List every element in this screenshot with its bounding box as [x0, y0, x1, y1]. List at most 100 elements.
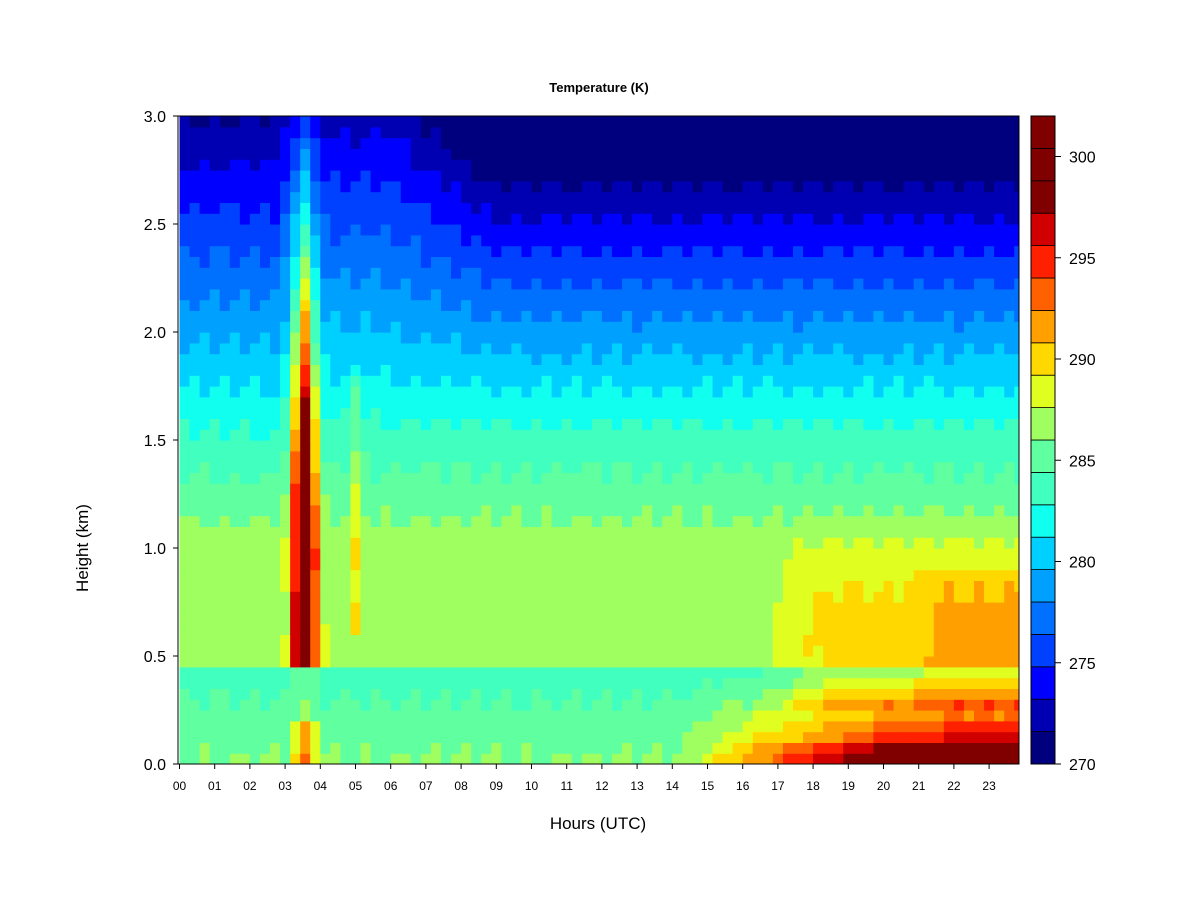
heatmap-cell [581, 699, 593, 711]
heatmap-cell [430, 245, 442, 257]
heatmap-cell [833, 126, 844, 139]
heatmap-cell [239, 299, 251, 311]
heatmap-cell [632, 504, 643, 517]
heatmap-cell [360, 753, 372, 764]
heatmap-cell [611, 278, 623, 290]
heatmap-cell [501, 666, 512, 679]
heatmap-cell [300, 656, 311, 668]
heatmap-cell [632, 234, 643, 247]
heatmap-cell [833, 180, 844, 193]
heatmap-cell [913, 180, 925, 193]
heatmap-cell [742, 720, 754, 733]
heatmap-cell [199, 569, 211, 581]
heatmap-cell [1014, 623, 1019, 635]
heatmap-cell [270, 418, 281, 430]
heatmap-cell [803, 634, 814, 646]
heatmap-cell [913, 591, 925, 603]
heatmap-cell [390, 148, 402, 160]
heatmap-cell [551, 170, 563, 182]
heatmap-cell [913, 148, 925, 160]
heatmap-cell [632, 450, 643, 463]
heatmap-cell [873, 375, 885, 387]
heatmap-cell [360, 288, 372, 301]
heatmap-cell [923, 623, 935, 635]
heatmap-cell [571, 742, 583, 754]
heatmap-cell [903, 558, 915, 571]
heatmap-cell [974, 353, 985, 365]
heatmap-cell [380, 688, 392, 700]
heatmap-cell [823, 148, 834, 160]
heatmap-cell [752, 396, 764, 409]
heatmap-cell [340, 256, 352, 268]
heatmap-cell [380, 591, 392, 603]
heatmap-cell [561, 267, 573, 279]
heatmap-cell [390, 645, 402, 657]
heatmap-cell [521, 332, 533, 344]
heatmap-cell [642, 666, 653, 679]
heatmap-cell [984, 407, 995, 419]
heatmap-cell [571, 267, 583, 279]
heatmap-cell [611, 569, 623, 581]
heatmap-cell [622, 407, 633, 419]
heatmap-cell [310, 602, 321, 614]
heatmap-cell [974, 288, 985, 301]
heatmap-cell [390, 731, 402, 743]
heatmap-cell [652, 191, 663, 203]
heatmap-cell [531, 180, 543, 193]
heatmap-cell [300, 731, 311, 743]
heatmap-cell [953, 137, 965, 149]
heatmap-cell [833, 742, 844, 754]
heatmap-cell [511, 537, 523, 549]
heatmap-cell [772, 407, 784, 419]
heatmap-cell [561, 396, 573, 409]
heatmap-cell [451, 548, 462, 560]
heatmap-cell [481, 245, 492, 257]
heatmap-cell [310, 440, 321, 452]
heatmap-cell [833, 623, 844, 635]
heatmap-cell [994, 278, 1005, 290]
heatmap-cell [732, 742, 744, 754]
heatmap-cell [461, 656, 472, 668]
heatmap-cell [943, 191, 955, 203]
heatmap-cell [330, 418, 342, 430]
heatmap-cell [803, 137, 814, 149]
heatmap-cell [974, 742, 985, 754]
heatmap-cell [199, 148, 211, 160]
heatmap-cell [239, 472, 251, 484]
heatmap-cell [1014, 731, 1019, 743]
heatmap-cell [591, 159, 603, 171]
heatmap-cell [330, 288, 342, 301]
heatmap-cell [189, 321, 201, 333]
heatmap-cell [682, 342, 694, 355]
heatmap-cell [863, 213, 875, 225]
heatmap-cell [913, 386, 925, 398]
heatmap-cell [521, 159, 533, 171]
heatmap-cell [370, 440, 382, 452]
heatmap-cell [350, 720, 362, 733]
heatmap-cell [551, 234, 563, 247]
heatmap-cell [531, 256, 543, 268]
heatmap-cell [280, 548, 291, 560]
heatmap-cell [994, 159, 1005, 171]
heatmap-cell [963, 483, 975, 495]
heatmap-cell [702, 666, 714, 679]
heatmap-cell [239, 710, 251, 722]
heatmap-cell [501, 342, 512, 355]
heatmap-cell [581, 159, 593, 171]
heatmap-cell [813, 440, 824, 452]
heatmap-cell [481, 429, 492, 441]
heatmap-cell [501, 180, 512, 193]
heatmap-cell [320, 396, 331, 409]
heatmap-cell [943, 310, 955, 322]
heatmap-cell [561, 159, 573, 171]
heatmap-cell [803, 159, 814, 171]
heatmap-cell [280, 699, 291, 711]
heatmap-cell [259, 353, 271, 365]
heatmap-cell [1014, 710, 1019, 722]
heatmap-cell [611, 472, 623, 484]
heatmap-cell [300, 634, 311, 646]
heatmap-cell [461, 526, 472, 538]
heatmap-cell [541, 656, 553, 668]
heatmap-cell [350, 364, 362, 376]
heatmap-cell [521, 688, 533, 700]
